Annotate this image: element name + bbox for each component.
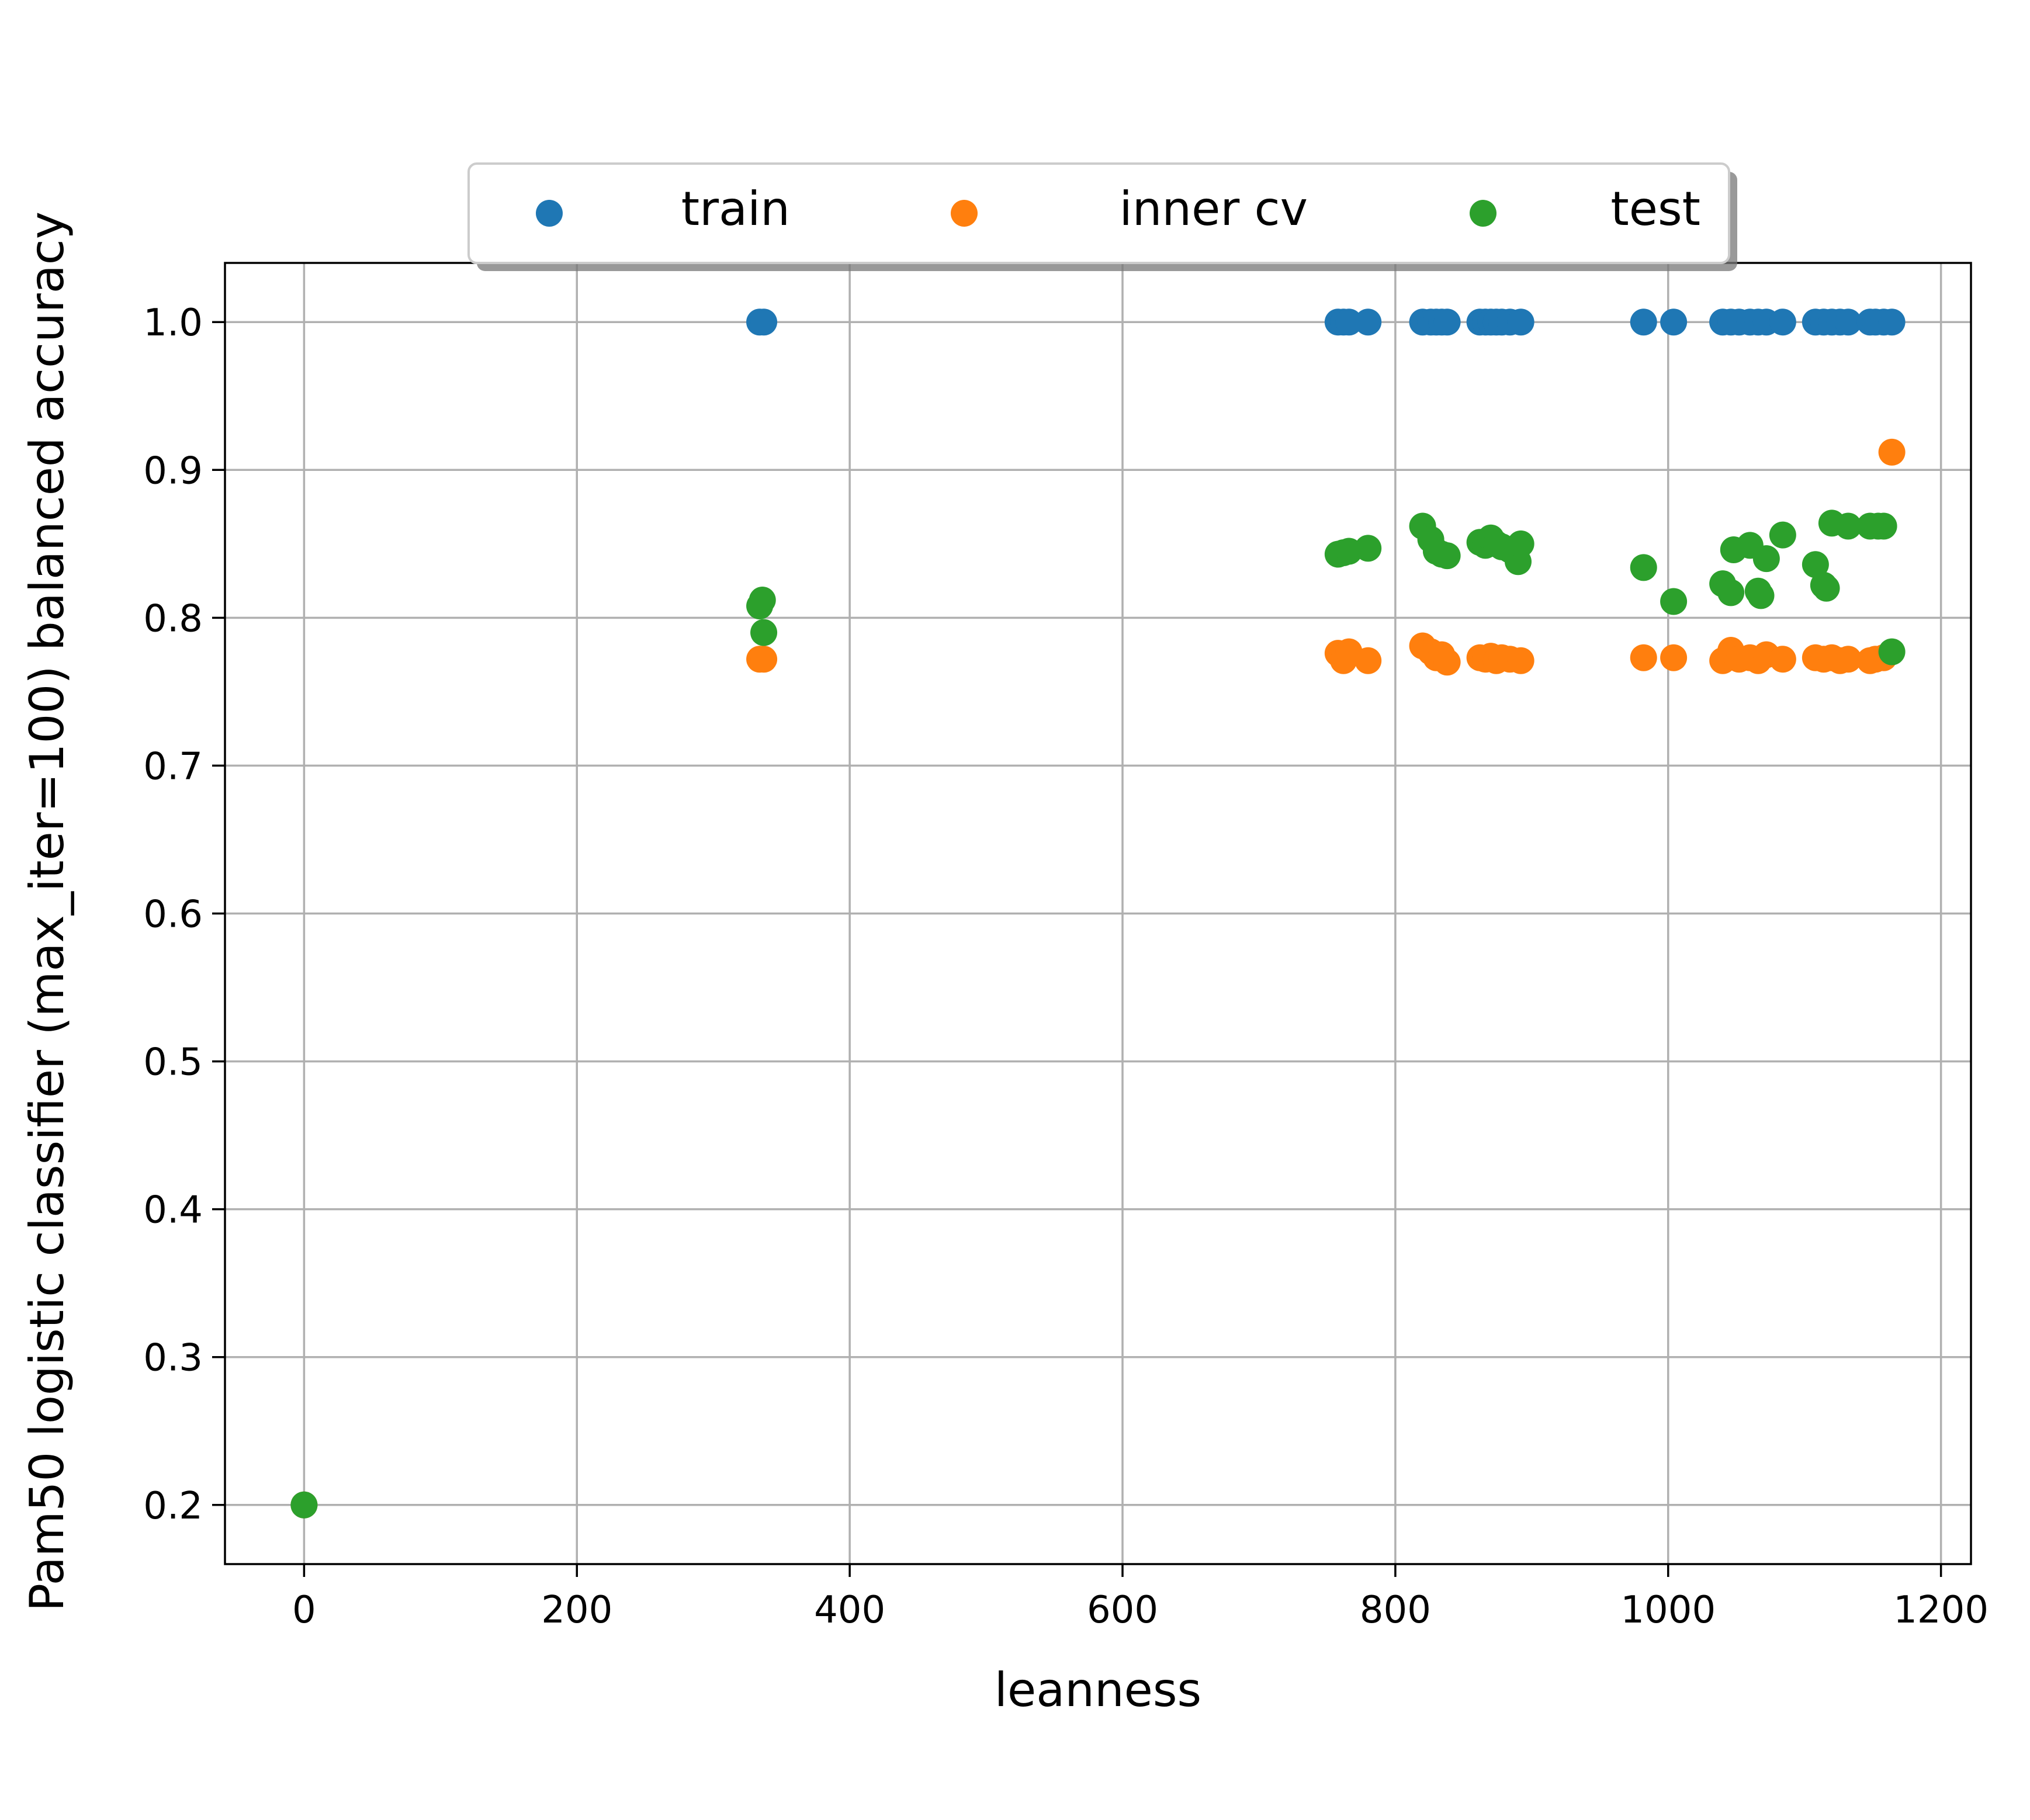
data-point-train — [1769, 308, 1796, 336]
y-tick-label: 0.3 — [143, 1337, 203, 1380]
data-point-test — [1507, 530, 1534, 557]
data-point-inner-cv — [750, 646, 778, 673]
data-point-test — [1769, 521, 1796, 549]
data-point-inner-cv — [1355, 647, 1382, 674]
data-point-train — [1507, 308, 1534, 336]
legend-marker-train — [536, 200, 563, 227]
legend-marker-test — [1470, 200, 1496, 227]
data-point-train — [1660, 308, 1688, 336]
data-point-inner-cv — [1769, 646, 1796, 673]
data-point-train — [1433, 308, 1461, 336]
y-tick-label: 0.6 — [143, 893, 203, 937]
data-point-test — [290, 1491, 318, 1519]
y-tick-label: 0.5 — [143, 1041, 203, 1084]
data-point-inner-cv — [1878, 438, 1906, 466]
data-point-test — [1878, 638, 1906, 665]
data-point-test — [1433, 542, 1461, 570]
legend-box — [467, 162, 1730, 264]
x-tick-label: 200 — [541, 1589, 612, 1632]
x-axis-ticks: 0 200 400 600 800 1000 1200 — [292, 1564, 1989, 1632]
legend-marker-inner-cv — [951, 200, 978, 227]
data-point-test — [1813, 574, 1840, 602]
data-point-train — [1355, 308, 1382, 336]
data-point-train — [1335, 308, 1363, 336]
x-tick-label: 1200 — [1893, 1589, 1989, 1632]
legend-label-train: train — [681, 182, 790, 236]
data-points — [290, 308, 1906, 1519]
y-tick-label: 0.9 — [143, 449, 203, 493]
y-axis-ticks: 0.2 0.3 0.4 0.5 0.6 0.7 0.8 0.9 1.0 — [143, 301, 225, 1528]
y-tick-label: 0.8 — [143, 597, 203, 640]
data-point-inner-cv — [1507, 647, 1534, 674]
data-point-test — [1752, 545, 1780, 573]
x-axis-label: leanness — [995, 1663, 1201, 1717]
data-point-test — [1802, 551, 1829, 578]
data-point-test — [1630, 554, 1657, 581]
data-point-test — [1660, 588, 1688, 615]
y-tick-label: 0.4 — [143, 1189, 203, 1232]
grid-lines — [225, 263, 1971, 1564]
y-tick-label: 0.2 — [143, 1485, 203, 1528]
data-point-test — [1717, 579, 1745, 606]
data-point-test — [1747, 582, 1775, 609]
x-tick-label: 400 — [814, 1589, 885, 1632]
y-tick-label: 0.7 — [143, 745, 203, 788]
x-tick-label: 1000 — [1620, 1589, 1716, 1632]
legend-label-test: test — [1610, 182, 1700, 236]
data-point-inner-cv — [1660, 644, 1688, 671]
data-point-inner-cv — [1433, 649, 1461, 676]
data-point-test — [1870, 512, 1897, 540]
data-point-test — [1355, 535, 1382, 562]
data-point-train — [1630, 308, 1657, 336]
legend-label-inner-cv: inner cv — [1120, 182, 1308, 236]
data-point-train — [1834, 308, 1862, 336]
x-tick-label: 600 — [1087, 1589, 1158, 1632]
data-point-train — [1878, 308, 1906, 336]
data-point-inner-cv — [1834, 646, 1862, 673]
data-point-test — [1834, 512, 1862, 540]
y-tick-label: 1.0 — [143, 301, 203, 345]
data-point-inner-cv — [1630, 644, 1657, 671]
data-point-test — [749, 586, 776, 613]
x-tick-label: 0 — [292, 1589, 316, 1632]
y-axis-label: Pam50 logistic classifier (max_iter=100)… — [20, 212, 74, 1611]
data-point-test — [750, 619, 778, 646]
legend: train inner cv test — [467, 162, 1737, 271]
x-tick-label: 800 — [1360, 1589, 1431, 1632]
data-point-train — [750, 308, 778, 336]
